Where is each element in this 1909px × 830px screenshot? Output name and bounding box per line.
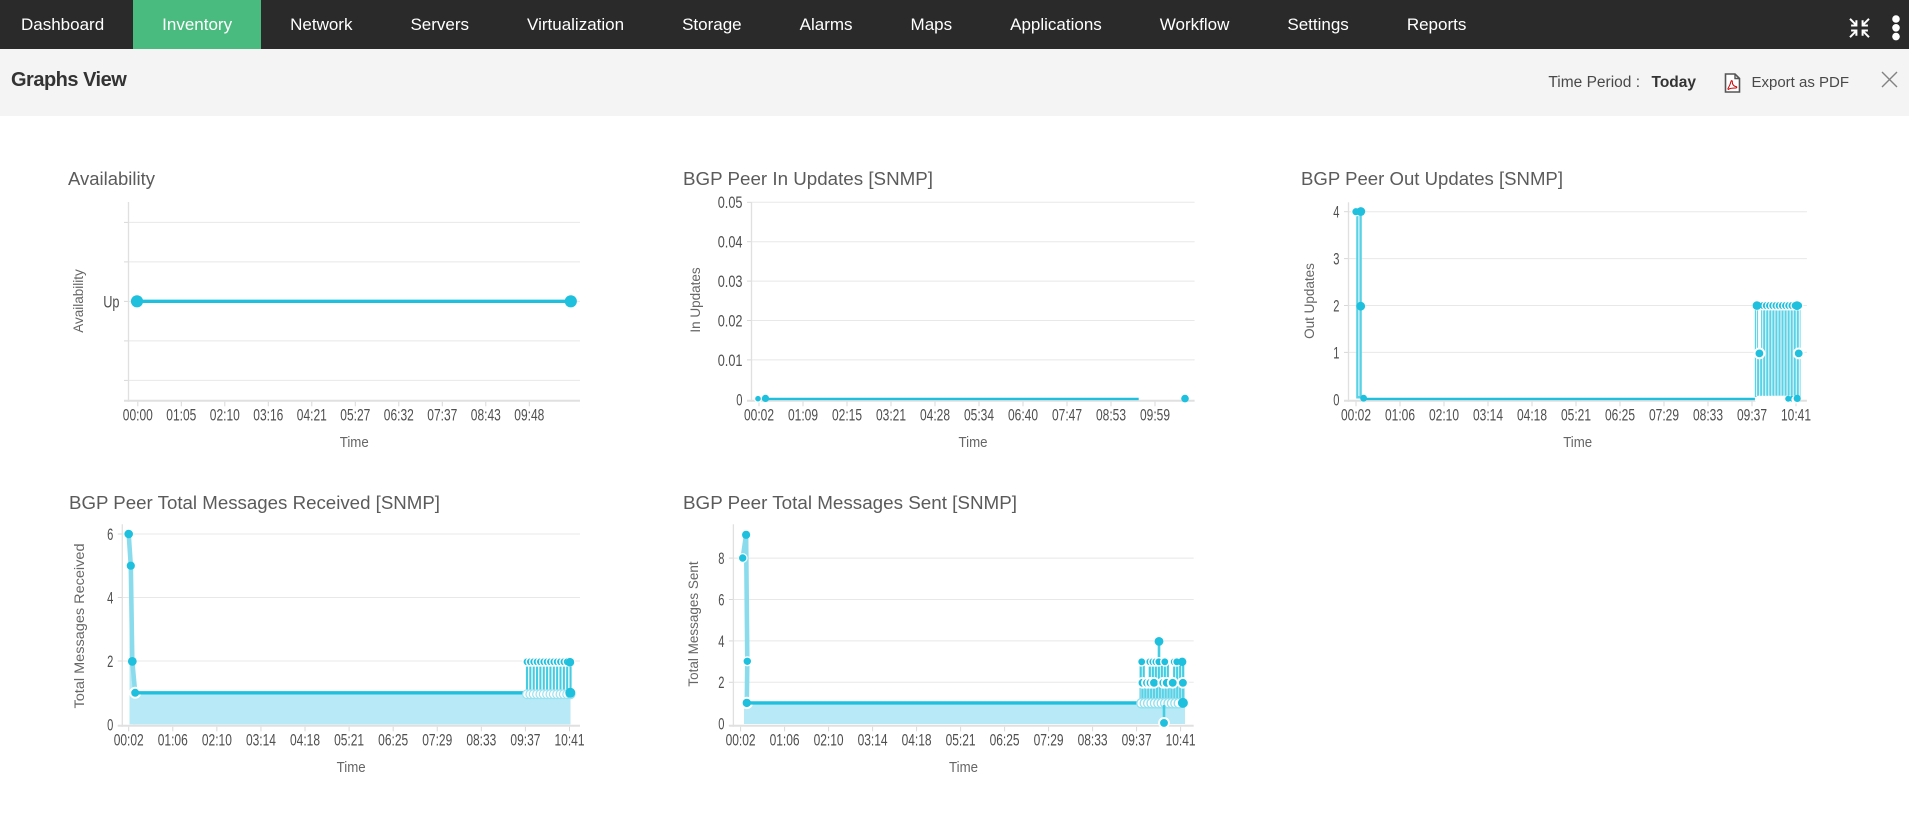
svg-text:3: 3: [1333, 251, 1339, 269]
svg-text:04:18: 04:18: [1517, 407, 1547, 425]
svg-text:00:02: 00:02: [726, 732, 756, 750]
svg-text:In Updates: In Updates: [688, 267, 703, 333]
svg-text:Time: Time: [340, 434, 369, 451]
svg-text:6: 6: [107, 526, 113, 544]
svg-text:BGP Peer Total Messages Receiv: BGP Peer Total Messages Received [SNMP]: [69, 493, 440, 513]
svg-text:03:21: 03:21: [876, 407, 906, 425]
svg-text:10:41: 10:41: [1166, 732, 1196, 750]
svg-text:05:34: 05:34: [964, 407, 994, 425]
svg-text:07:37: 07:37: [427, 407, 457, 425]
svg-text:08:53: 08:53: [1096, 407, 1126, 425]
svg-text:01:05: 01:05: [166, 407, 196, 425]
svg-text:08:43: 08:43: [471, 407, 501, 425]
svg-text:07:29: 07:29: [422, 732, 452, 750]
svg-text:03:14: 03:14: [858, 732, 888, 750]
svg-text:0: 0: [107, 716, 113, 734]
svg-text:09:59: 09:59: [1140, 407, 1170, 425]
svg-text:03:14: 03:14: [246, 732, 276, 750]
svg-text:0: 0: [718, 716, 724, 734]
svg-text:Out Updates: Out Updates: [1302, 263, 1317, 339]
svg-text:05:27: 05:27: [340, 407, 370, 425]
svg-text:06:25: 06:25: [1605, 407, 1635, 425]
svg-text:01:06: 01:06: [158, 732, 188, 750]
svg-text:04:18: 04:18: [290, 732, 320, 750]
svg-text:10:41: 10:41: [1781, 407, 1811, 425]
svg-text:10:41: 10:41: [555, 732, 585, 750]
svg-text:02:10: 02:10: [1429, 407, 1459, 425]
svg-text:00:02: 00:02: [1341, 407, 1371, 425]
svg-text:01:06: 01:06: [1385, 407, 1415, 425]
svg-text:6: 6: [718, 591, 724, 609]
svg-text:02:10: 02:10: [210, 407, 240, 425]
svg-text:03:14: 03:14: [1473, 407, 1503, 425]
svg-text:06:25: 06:25: [990, 732, 1020, 750]
svg-text:02:10: 02:10: [814, 732, 844, 750]
svg-text:07:29: 07:29: [1649, 407, 1679, 425]
svg-text:09:37: 09:37: [510, 732, 540, 750]
svg-text:Total Messages Received: Total Messages Received: [72, 544, 87, 709]
svg-text:2: 2: [107, 653, 113, 671]
svg-text:0.01: 0.01: [718, 352, 743, 370]
svg-text:0.04: 0.04: [718, 234, 743, 252]
svg-text:0: 0: [1333, 391, 1339, 409]
svg-text:09:37: 09:37: [1122, 732, 1152, 750]
svg-text:00:00: 00:00: [123, 407, 153, 425]
svg-text:03:16: 03:16: [253, 407, 283, 425]
svg-text:09:48: 09:48: [514, 407, 544, 425]
svg-text:Availability: Availability: [68, 169, 155, 189]
svg-text:06:32: 06:32: [384, 407, 414, 425]
svg-text:09:37: 09:37: [1737, 407, 1767, 425]
svg-text:Time: Time: [959, 434, 988, 451]
svg-text:BGP Peer In Updates [SNMP]: BGP Peer In Updates [SNMP]: [683, 169, 933, 189]
svg-text:Time: Time: [949, 759, 978, 776]
svg-text:1: 1: [1333, 344, 1339, 362]
svg-text:05:21: 05:21: [334, 732, 364, 750]
svg-text:0.05: 0.05: [718, 194, 743, 212]
svg-text:08:33: 08:33: [466, 732, 496, 750]
svg-text:04:28: 04:28: [920, 407, 950, 425]
svg-text:02:10: 02:10: [202, 732, 232, 750]
svg-text:4: 4: [107, 589, 113, 607]
svg-text:08:33: 08:33: [1693, 407, 1723, 425]
svg-text:01:09: 01:09: [788, 407, 818, 425]
svg-text:06:40: 06:40: [1008, 407, 1038, 425]
svg-text:05:21: 05:21: [946, 732, 976, 750]
svg-text:04:18: 04:18: [902, 732, 932, 750]
svg-text:BGP Peer Total Messages Sent [: BGP Peer Total Messages Sent [SNMP]: [683, 493, 1017, 513]
svg-text:Total Messages Sent: Total Messages Sent: [686, 561, 701, 687]
svg-text:00:02: 00:02: [744, 407, 774, 425]
svg-text:0: 0: [736, 391, 742, 409]
svg-text:0.02: 0.02: [718, 312, 743, 330]
svg-text:04:21: 04:21: [297, 407, 327, 425]
svg-text:Availability: Availability: [71, 269, 86, 333]
svg-text:07:47: 07:47: [1052, 407, 1082, 425]
svg-text:4: 4: [718, 633, 724, 651]
svg-text:Time: Time: [1563, 434, 1592, 451]
svg-text:07:29: 07:29: [1034, 732, 1064, 750]
svg-text:00:02: 00:02: [114, 732, 144, 750]
svg-text:06:25: 06:25: [378, 732, 408, 750]
svg-text:0.03: 0.03: [718, 273, 743, 291]
svg-text:02:15: 02:15: [832, 407, 862, 425]
svg-text:01:06: 01:06: [770, 732, 800, 750]
svg-text:BGP Peer Out Updates [SNMP]: BGP Peer Out Updates [SNMP]: [1301, 169, 1563, 189]
svg-text:2: 2: [1333, 297, 1339, 315]
svg-text:05:21: 05:21: [1561, 407, 1591, 425]
svg-text:4: 4: [1333, 204, 1339, 222]
svg-text:2: 2: [718, 674, 724, 692]
svg-text:8: 8: [718, 550, 724, 568]
svg-text:08:33: 08:33: [1078, 732, 1108, 750]
svg-text:Up: Up: [103, 293, 119, 311]
svg-text:Time: Time: [337, 759, 366, 776]
